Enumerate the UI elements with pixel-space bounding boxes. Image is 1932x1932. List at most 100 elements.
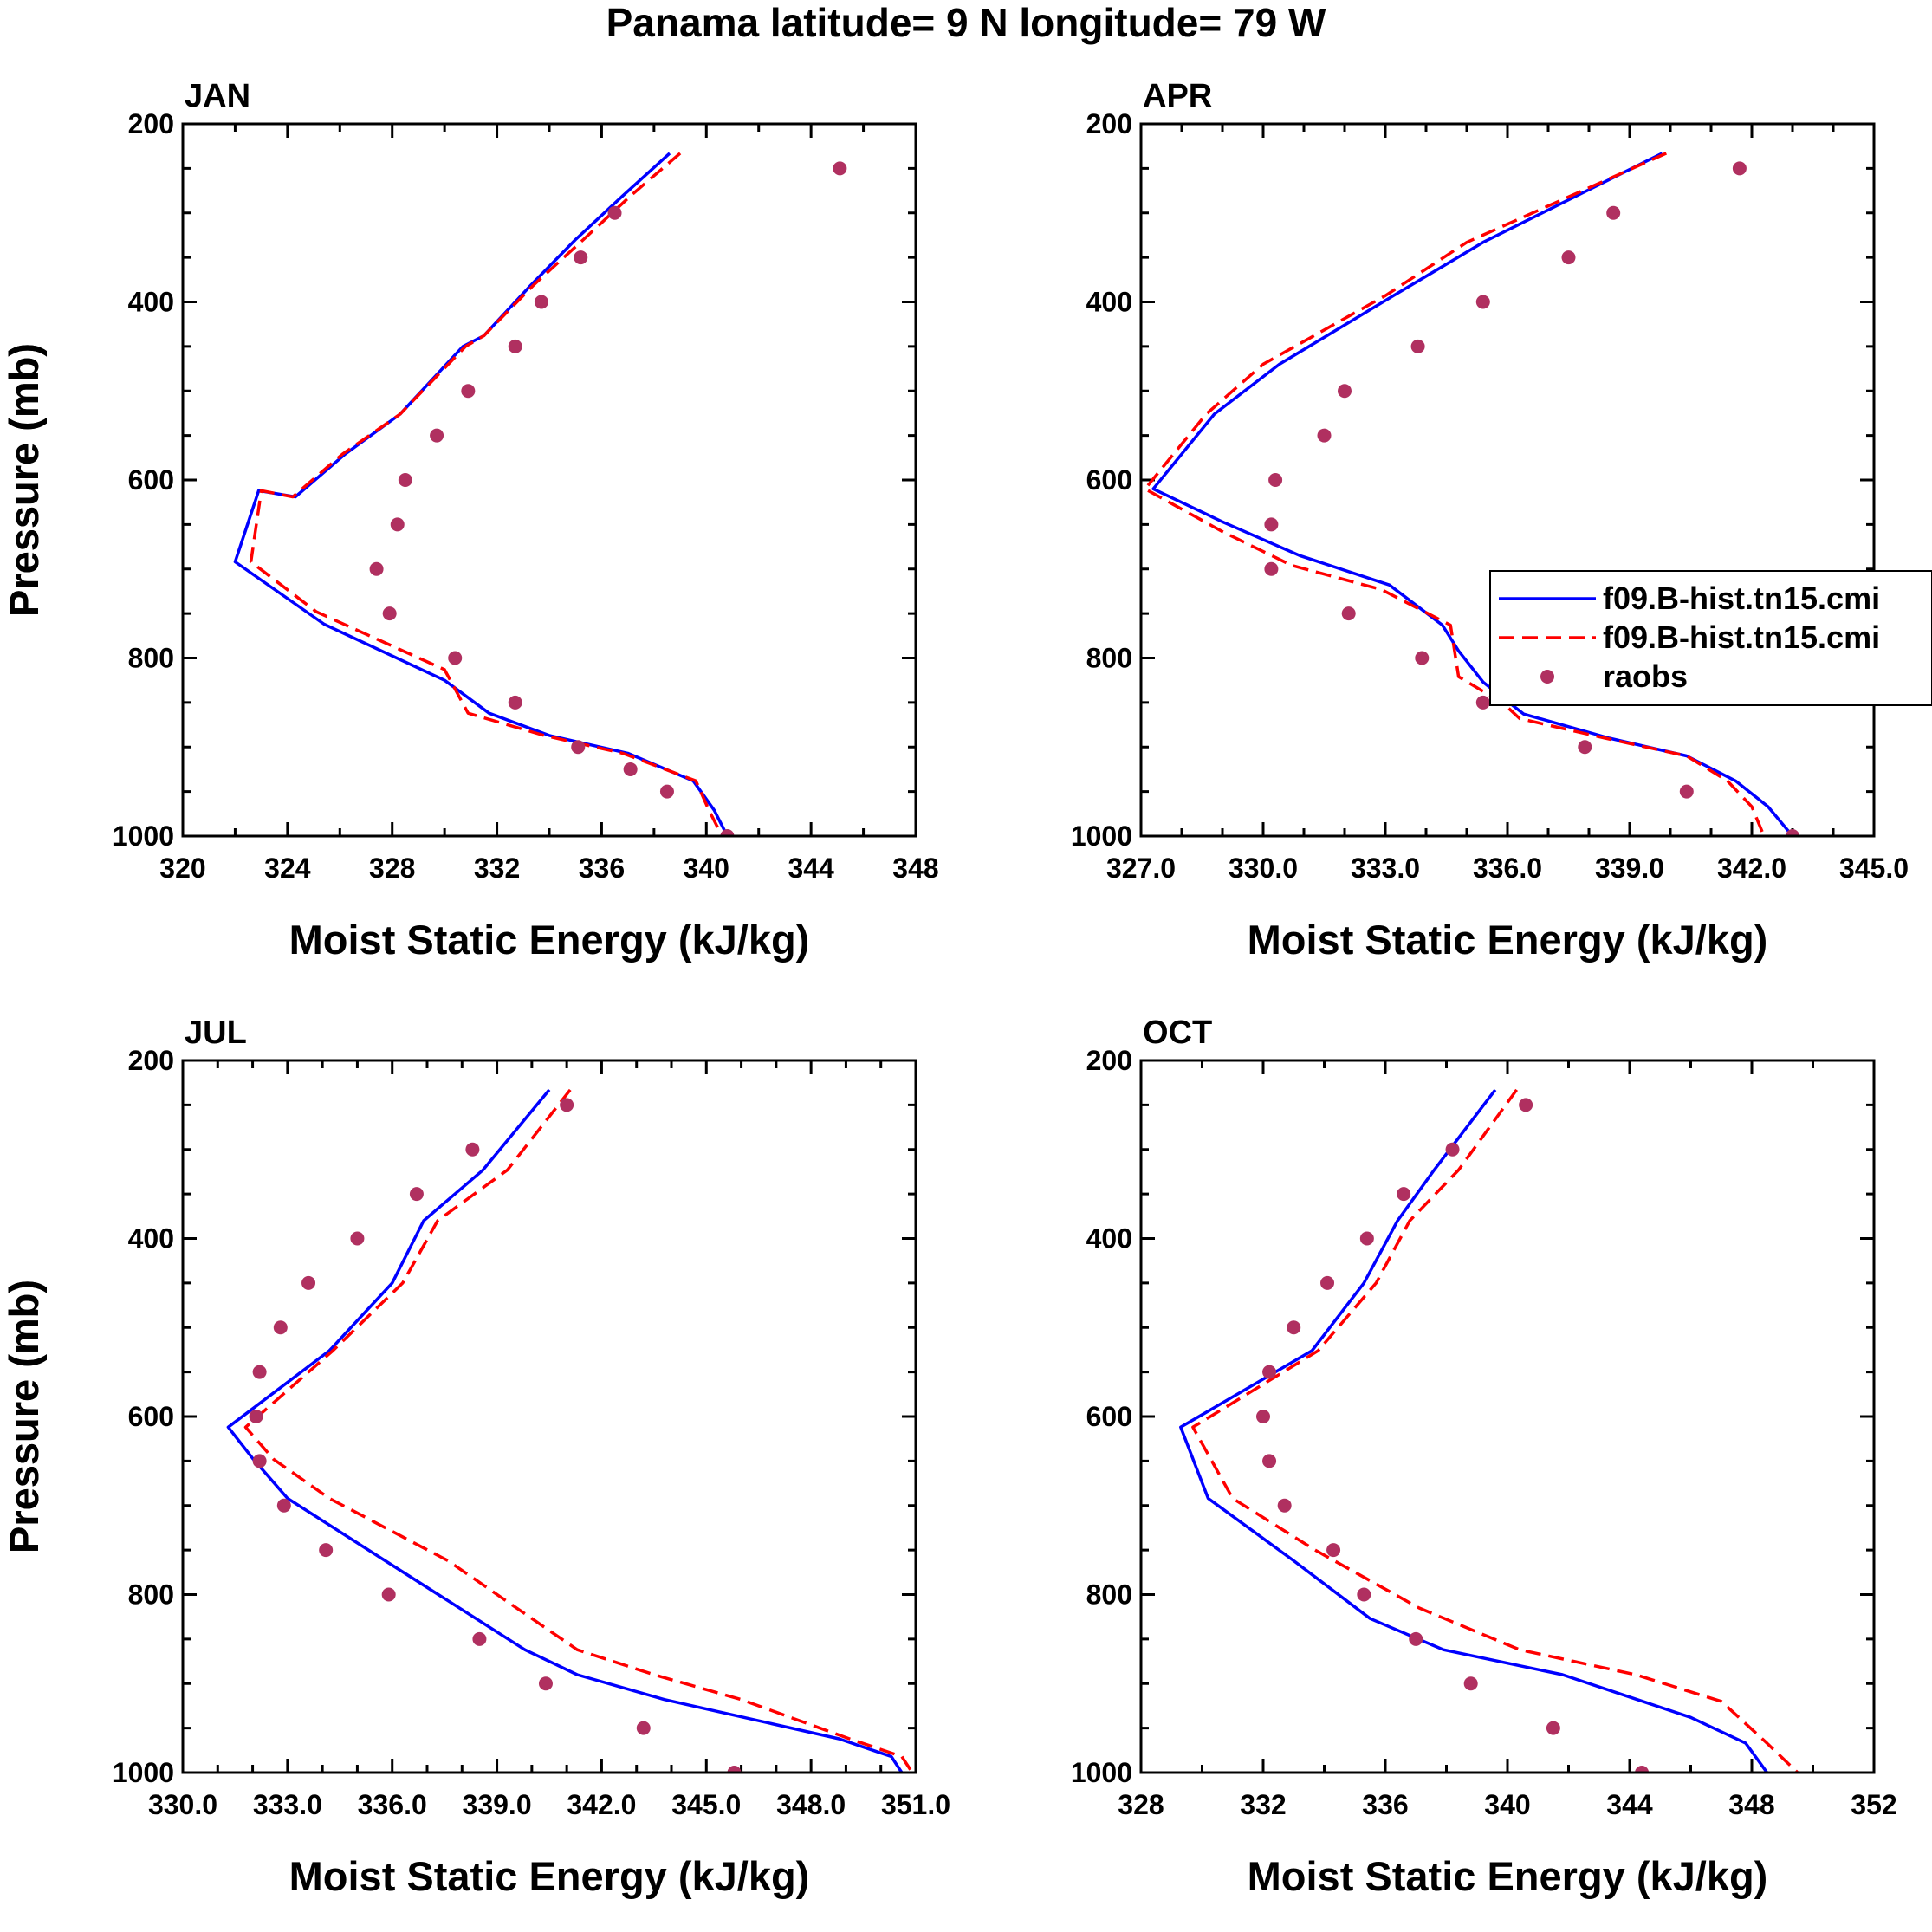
raobs-point [398, 473, 412, 487]
x-tick-label: 328 [369, 853, 415, 884]
raobs-point [319, 1543, 334, 1558]
y-tick-label: 200 [128, 108, 174, 139]
axis-ticks [181, 122, 917, 838]
y-tick-label: 800 [128, 643, 174, 674]
panel-title: JAN [185, 78, 250, 114]
model-solid-line [233, 152, 729, 836]
raobs-point [1277, 1498, 1292, 1513]
raobs-point [1679, 784, 1694, 799]
model-dashed-line [249, 152, 723, 836]
raobs-point [382, 606, 397, 621]
x-axis-label: Moist Static Energy (kJ/kg) [1248, 917, 1768, 963]
x-axis-label: Moist Static Energy (kJ/kg) [1248, 1853, 1768, 1899]
raobs-point [1409, 1631, 1423, 1646]
x-tick-label: 340 [1484, 1789, 1530, 1820]
model-dashed-line [1143, 152, 1766, 836]
raobs-point [1606, 205, 1621, 220]
raobs-point [1317, 428, 1332, 443]
raobs-point [1357, 1587, 1371, 1602]
x-tick-label: 345.0 [671, 1789, 741, 1820]
raobs-point [276, 1498, 291, 1513]
y-tick-label: 1000 [1071, 820, 1132, 852]
x-tick-label: 339.0 [463, 1789, 532, 1820]
raobs-point [1445, 1142, 1460, 1157]
y-tick-label: 1000 [113, 820, 174, 852]
raobs-point [1287, 1320, 1301, 1335]
raobs-point [1519, 1098, 1533, 1112]
figure-title: Panama latitude= 9 N longitude= 79 W [606, 0, 1326, 45]
y-tick-label: 800 [128, 1579, 174, 1611]
raobs-point [720, 829, 735, 836]
raobs-point [1359, 1231, 1374, 1246]
x-tick-label: 345.0 [1839, 853, 1909, 884]
model-solid-line [1179, 1088, 1769, 1773]
y-tick-label: 400 [1086, 1223, 1132, 1255]
plot-frame [1139, 122, 1876, 838]
x-tick-label: 336.0 [358, 1789, 427, 1820]
raobs-point [301, 1275, 316, 1290]
raobs-point [1262, 1454, 1277, 1468]
raobs-point [1262, 1365, 1277, 1379]
y-tick-label: 400 [1086, 287, 1132, 318]
raobs-point [1415, 651, 1430, 665]
x-tick-label: 330.0 [1229, 853, 1298, 884]
raobs-point [571, 740, 586, 755]
model-dashed-line [1191, 1088, 1799, 1773]
x-tick-label: 344 [1606, 1789, 1653, 1820]
model-solid-line [1151, 152, 1794, 836]
raobs-series [1264, 161, 1799, 836]
y-axis-label: Pressure (mb) [1, 343, 47, 617]
raobs-point [636, 1721, 651, 1735]
raobs-point [1463, 1676, 1478, 1691]
legend-label: f09.B-hist.tn15.cmi [1603, 580, 1880, 616]
x-tick-label: 351.0 [881, 1789, 950, 1820]
panel-jul: JUL 330.0 333.0 336.0 339.0 342.0 345.0 348.0 35… [1, 1015, 950, 1899]
x-tick-label: 327.0 [1106, 853, 1176, 884]
panel-title: OCT [1143, 1015, 1212, 1051]
axis-ticks [181, 1059, 917, 1774]
raobs-point [1410, 339, 1425, 353]
raobs-point [1546, 1721, 1560, 1735]
y-tick-label: 400 [128, 287, 174, 318]
raobs-point [409, 1187, 424, 1202]
raobs-point [1635, 1766, 1650, 1773]
raobs-point [273, 1320, 288, 1335]
raobs-point [508, 695, 522, 710]
raobs-point [1475, 695, 1490, 710]
x-tick-label: 336 [579, 853, 625, 884]
raobs-point [381, 1587, 396, 1602]
raobs-point [623, 762, 638, 776]
raobs-point [1786, 829, 1799, 836]
panel-apr: APR 327.0 330.0 333.0 336.0 339.0 342.0 345.0 20… [1, 78, 1909, 963]
raobs-point [727, 1766, 742, 1773]
x-tick-label: 344 [788, 853, 834, 884]
panel-title: APR [1143, 78, 1212, 114]
plot-area [1179, 1088, 1799, 1773]
plot-area [1143, 152, 1799, 836]
x-tick-label: 333.0 [1351, 853, 1420, 884]
plot-frame [1139, 1059, 1876, 1774]
y-axis-label: Pressure (mb) [1, 1280, 47, 1553]
plot-area [226, 1088, 914, 1773]
x-tick-label: 340 [684, 853, 729, 884]
raobs-point [560, 1098, 574, 1112]
raobs-point [534, 295, 548, 309]
raobs-point [1475, 295, 1490, 309]
raobs-point [1578, 740, 1592, 755]
x-tick-label: 320 [159, 853, 205, 884]
raobs-series [1256, 1098, 1650, 1773]
raobs-point [1397, 1187, 1411, 1202]
y-tick-label: 600 [1086, 1401, 1132, 1432]
raobs-point [472, 1631, 487, 1646]
raobs-point [1264, 561, 1279, 576]
x-tick-label: 332 [1240, 1789, 1286, 1820]
axis-ticks [1139, 1059, 1876, 1774]
raobs-series [249, 1098, 742, 1773]
y-tick-label: 600 [128, 1401, 174, 1432]
plot-frame [181, 1059, 917, 1774]
raobs-point [659, 784, 674, 799]
raobs-point [465, 1142, 480, 1157]
x-tick-label: 328 [1118, 1789, 1164, 1820]
x-tick-label: 332 [474, 853, 520, 884]
x-tick-label: 348.0 [776, 1789, 846, 1820]
